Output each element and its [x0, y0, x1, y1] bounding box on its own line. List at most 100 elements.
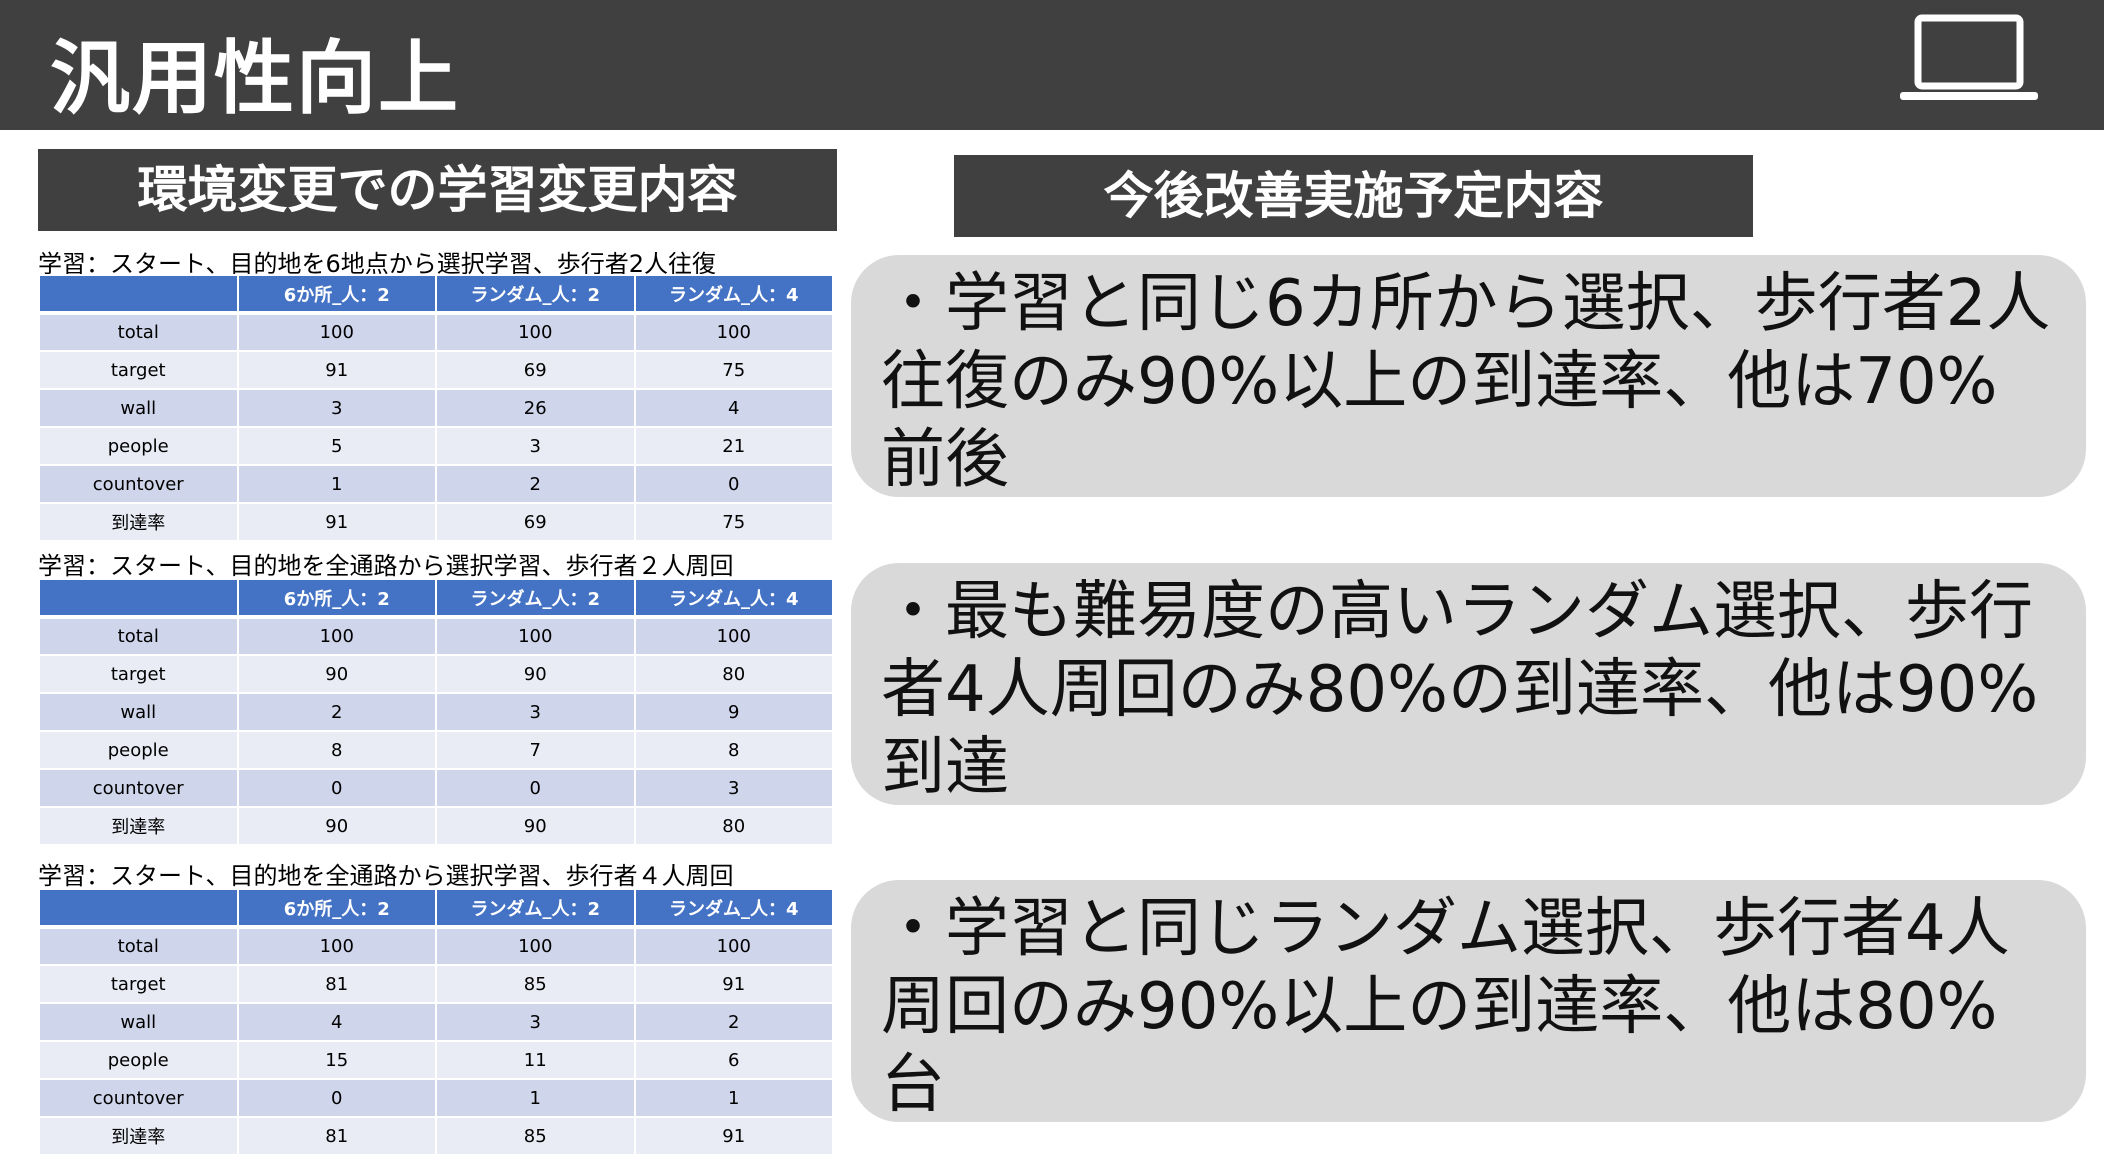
row-label: people	[38, 426, 239, 466]
table-cell: 6	[633, 1040, 834, 1080]
table-cell: 0	[236, 1078, 437, 1118]
table-cell: 0	[435, 768, 636, 808]
results-table: 6か所_人：2 ランダム_人：2 ランダム_人：4 total 100 100 100 tar…	[38, 274, 834, 542]
row-label: total	[38, 312, 239, 352]
table-row: total 100 100 100	[38, 312, 834, 352]
column-header: ランダム_人：4	[633, 888, 834, 929]
table-cell: 90	[236, 654, 437, 694]
note-1: ・学習と同じ6カ所から選択、歩行者2人往復のみ90%以上の到達率、他は70%前後	[851, 255, 2086, 497]
table-cell: 85	[435, 1116, 636, 1156]
table-caption: 学習：スタート、目的地を6地点から選択学習、歩行者2人往復	[38, 250, 717, 278]
page-title: 汎用性向上	[50, 32, 460, 125]
table-cell: 100	[633, 312, 834, 352]
table-row: target 91 69 75	[38, 350, 834, 390]
table-cell: 100	[435, 312, 636, 352]
table-header-row: 6か所_人：2 ランダム_人：2 ランダム_人：4	[38, 578, 834, 619]
row-label: total	[38, 926, 239, 966]
table-cell: 100	[236, 926, 437, 966]
table-cell: 4	[236, 1002, 437, 1042]
table-caption: 学習：スタート、目的地を全通路から選択学習、歩行者２人周回	[38, 552, 734, 580]
table-cell: 69	[435, 350, 636, 390]
table-cell: 8	[236, 730, 437, 770]
row-label: wall	[38, 692, 239, 732]
table-cell: 81	[236, 964, 437, 1004]
table-cell: 9	[633, 692, 834, 732]
table-row: people 15 11 6	[38, 1040, 834, 1080]
table-cell: 7	[435, 730, 636, 770]
table-cell: 90	[435, 806, 636, 846]
row-label: wall	[38, 1002, 239, 1042]
table-cell: 2	[435, 464, 636, 504]
row-label: target	[38, 654, 239, 694]
table-cell: 2	[236, 692, 437, 732]
table-row: countover 0 0 3	[38, 768, 834, 808]
table-cell: 11	[435, 1040, 636, 1080]
table-row: countover 0 1 1	[38, 1078, 834, 1118]
table-cell: 3	[435, 1002, 636, 1042]
table-cell: 91	[633, 1116, 834, 1156]
laptop-icon	[1900, 14, 2038, 100]
table-cell: 91	[633, 964, 834, 1004]
table-cell: 91	[236, 350, 437, 390]
column-header	[38, 888, 239, 929]
row-label: 到達率	[38, 1116, 239, 1156]
table-cell: 0	[633, 464, 834, 504]
table-cell: 2	[633, 1002, 834, 1042]
header-bar: 汎用性向上	[0, 0, 2104, 130]
table-cell: 100	[435, 616, 636, 656]
table-cell: 100	[633, 926, 834, 966]
row-label: 到達率	[38, 502, 239, 542]
table-cell: 80	[633, 806, 834, 846]
results-table: 6か所_人：2 ランダム_人：2 ランダム_人：4 total 100 100 100 tar…	[38, 578, 834, 846]
left-section-heading: 環境変更での学習変更内容	[38, 149, 837, 231]
table-cell: 75	[633, 350, 834, 390]
table-caption: 学習：スタート、目的地を全通路から選択学習、歩行者４人周回	[38, 862, 734, 890]
table-cell: 1	[633, 1078, 834, 1118]
row-label: people	[38, 1040, 239, 1080]
table-row: total 100 100 100	[38, 616, 834, 656]
table-cell: 90	[236, 806, 437, 846]
row-label: target	[38, 350, 239, 390]
table-cell: 69	[435, 502, 636, 542]
table-cell: 1	[236, 464, 437, 504]
table-cell: 8	[633, 730, 834, 770]
table-row: wall 2 3 9	[38, 692, 834, 732]
table-cell: 100	[236, 312, 437, 352]
table-header-row: 6か所_人：2 ランダム_人：2 ランダム_人：4	[38, 888, 834, 929]
table-row: 到達率 81 85 91	[38, 1116, 834, 1156]
column-header: 6か所_人：2	[236, 578, 437, 619]
right-section-heading: 今後改善実施予定内容	[954, 155, 1753, 237]
row-label: countover	[38, 768, 239, 808]
table-row: target 81 85 91	[38, 964, 834, 1004]
table-header-row: 6か所_人：2 ランダム_人：2 ランダム_人：4	[38, 274, 834, 315]
column-header: 6か所_人：2	[236, 274, 437, 315]
table-row: 到達率 91 69 75	[38, 502, 834, 542]
table-row: people 8 7 8	[38, 730, 834, 770]
column-header: ランダム_人：2	[435, 888, 636, 929]
table-row: total 100 100 100	[38, 926, 834, 966]
table-cell: 100	[435, 926, 636, 966]
row-label: 到達率	[38, 806, 239, 846]
table-cell: 3	[633, 768, 834, 808]
column-header	[38, 578, 239, 619]
table-cell: 100	[633, 616, 834, 656]
table-cell: 4	[633, 388, 834, 428]
results-table: 6か所_人：2 ランダム_人：2 ランダム_人：4 total 100 100 100 tar…	[38, 888, 834, 1156]
table-cell: 3	[435, 692, 636, 732]
table-row: wall 3 26 4	[38, 388, 834, 428]
row-label: people	[38, 730, 239, 770]
table-cell: 81	[236, 1116, 437, 1156]
note-3: ・学習と同じランダム選択、歩行者4人周回のみ90%以上の到達率、他は80%台	[851, 880, 2086, 1122]
column-header: 6か所_人：2	[236, 888, 437, 929]
table-cell: 90	[435, 654, 636, 694]
note-2: ・最も難易度の高いランダム選択、歩行者4人周回のみ80%の到達率、他は90%到達	[851, 563, 2086, 805]
row-label: total	[38, 616, 239, 656]
row-label: countover	[38, 464, 239, 504]
column-header: ランダム_人：2	[435, 578, 636, 619]
table-cell: 80	[633, 654, 834, 694]
table-cell: 5	[236, 426, 437, 466]
row-label: target	[38, 964, 239, 1004]
row-label: countover	[38, 1078, 239, 1118]
table-cell: 85	[435, 964, 636, 1004]
column-header	[38, 274, 239, 315]
